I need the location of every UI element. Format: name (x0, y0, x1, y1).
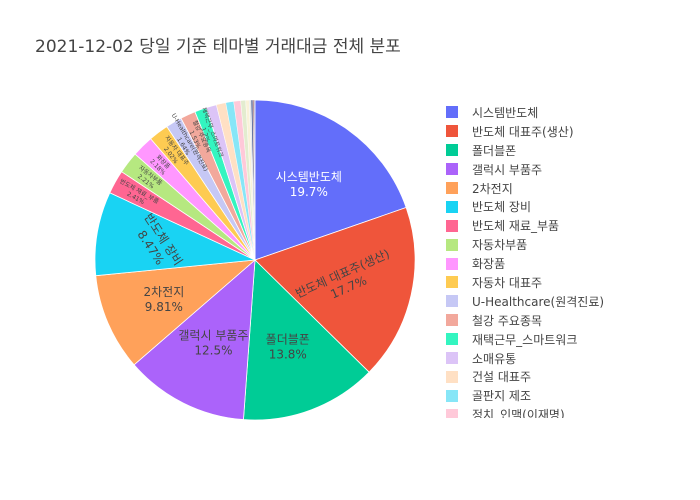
legend-item[interactable]: 자동차부품 (446, 235, 696, 254)
legend-item[interactable]: 갤럭시 부품주 (446, 160, 696, 179)
legend-swatch (446, 295, 458, 308)
legend-swatch (446, 333, 458, 346)
legend-label: 반도체 대표주(생산) (472, 124, 574, 139)
legend-item[interactable]: 철강 주요종목 (446, 311, 696, 330)
legend-swatch (446, 370, 458, 383)
legend-item[interactable]: 폴더블폰 (446, 141, 696, 160)
legend-label: 반도체 재료_부품 (472, 219, 560, 234)
pie-slice-5 (95, 259, 257, 366)
pie-slice-6 (94, 192, 257, 277)
legend-swatch (446, 219, 458, 232)
pie-slice-4 (133, 259, 256, 421)
legend-swatch (446, 276, 458, 289)
legend-swatch (446, 257, 458, 270)
legend-swatch (446, 182, 458, 194)
legend-label: 건설 대표주 (472, 370, 532, 385)
legend-item[interactable]: 골판지 제조 (446, 386, 696, 405)
slice-label-3: 폴더블폰 13.8% (266, 333, 310, 362)
legend-item[interactable]: 자동차 대표주 (446, 273, 696, 292)
legend-item[interactable]: 화장품 (446, 254, 696, 273)
legend-item[interactable]: 건설 대표주 (446, 367, 696, 386)
legend-item[interactable]: 반도체 재료_부품 (446, 216, 696, 235)
legend-label: 반도체 장비 (472, 200, 532, 215)
legend-item[interactable]: 반도체 대표주(생산) (446, 122, 696, 141)
legend-swatch (446, 352, 458, 365)
legend-label: 자동차부품 (472, 238, 528, 253)
chart-title: 2021-12-02 당일 기준 테마별 거래대금 전체 분포 (35, 37, 401, 57)
legend-label: 재택근무_스마트워크 (472, 332, 578, 347)
legend-label: 자동차 대표주 (472, 275, 543, 290)
pie-slice-3 (243, 259, 370, 421)
legend-label: 철강 주요종목 (472, 313, 543, 328)
slice-label-1: 시스템반도체 19.7% (276, 170, 342, 199)
legend-item[interactable]: U-Healthcare(원격진료) (446, 292, 696, 311)
legend-swatch (446, 125, 458, 138)
legend-label: 폴더블폰 (472, 143, 517, 158)
legend-swatch (446, 144, 458, 157)
legend-swatch (446, 106, 458, 119)
legend-label: U-Healthcare(원격진료) (472, 294, 605, 309)
legend-label: 소매유통 (472, 351, 517, 366)
legend-label: 시스템반도체 (472, 105, 539, 120)
legend-swatch (446, 408, 458, 418)
legend-swatch (446, 238, 458, 251)
legend-item[interactable]: 시스템반도체 (446, 103, 696, 122)
legend-item[interactable]: 정치_인맥(이재명) (446, 405, 696, 418)
legend-item[interactable]: 반도체 장비 (446, 197, 696, 216)
legend-swatch (446, 314, 458, 327)
legend-label: 정치_인맥(이재명) (472, 408, 565, 418)
slice-label-5: 2차전지 9.81% (143, 285, 184, 314)
legend-swatch (446, 163, 458, 176)
pie-slice-24 (254, 99, 256, 261)
legend-label: 2차전지 (472, 181, 513, 196)
legend-label: 화장품 (472, 257, 506, 272)
legend-swatch (446, 200, 458, 213)
slice-label-4: 갤럭시 부품주 12.5% (178, 329, 248, 358)
legend-label: 골판지 제조 (472, 389, 532, 404)
pie-slice-2 (254, 207, 416, 373)
legend-item[interactable]: 2차전지 (446, 179, 696, 198)
pie-slice-1 (254, 99, 407, 261)
legend-label: 갤럭시 부품주 (472, 162, 543, 177)
legend-item[interactable]: 재택근무_스마트워크 (446, 330, 696, 349)
legend-item[interactable]: 소매유통 (446, 349, 696, 368)
legend-swatch (446, 389, 458, 402)
